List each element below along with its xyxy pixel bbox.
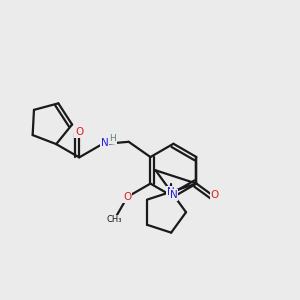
Text: O: O <box>123 192 132 202</box>
Text: N: N <box>169 190 177 200</box>
Text: N: N <box>167 187 175 197</box>
Text: N: N <box>101 139 109 148</box>
Text: CH₃: CH₃ <box>106 215 122 224</box>
Text: H: H <box>109 134 116 143</box>
Text: O: O <box>75 127 83 137</box>
Text: O: O <box>211 190 219 200</box>
